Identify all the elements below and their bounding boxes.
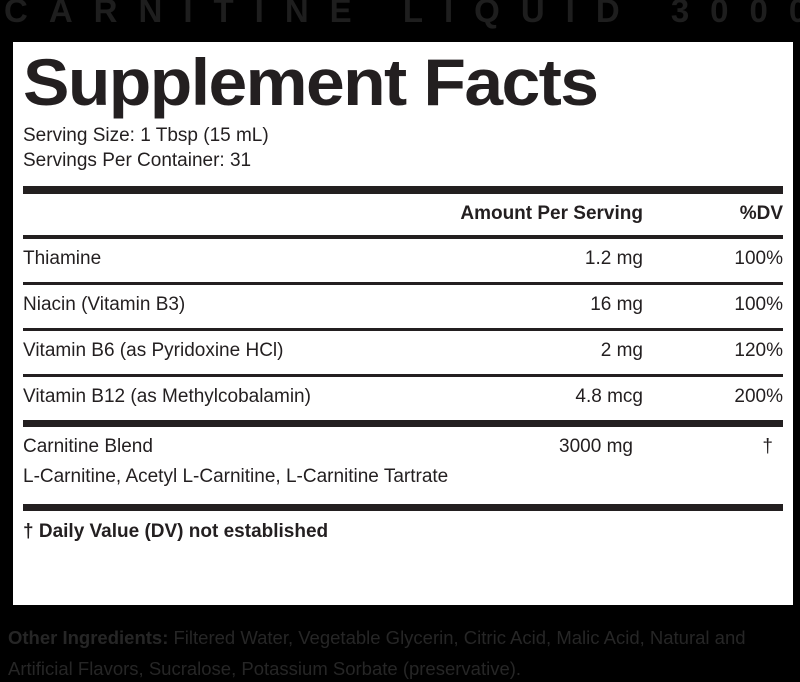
supplement-facts-frame: Supplement Facts Serving Size: 1 Tbsp (1… <box>0 36 800 612</box>
serving-size-text: Serving Size: 1 Tbsp (15 mL) <box>23 125 269 146</box>
nutrient-amount: 2 mg <box>600 340 643 361</box>
nutrient-name: Thiamine <box>23 248 102 269</box>
servings-per-container-text: Servings Per Container: 31 <box>23 150 252 171</box>
nutrient-name: Vitamin B6 (as Pyridoxine HCl) <box>23 340 284 361</box>
other-ingredients-label: Other Ingredients: <box>8 627 169 648</box>
header-cell-amount-per-serving: Amount Per Serving <box>460 203 643 224</box>
supplement-facts-panel: Supplement Facts Serving Size: 1 Tbsp (1… <box>13 42 793 605</box>
product-name-text: CARNITINE LIQUID 3000 <box>4 0 800 29</box>
serving-information: Serving Size: 1 Tbsp (15 mL) Servings Pe… <box>23 123 783 173</box>
nutrient-amount: 16 mg <box>590 294 643 315</box>
daily-value-footnote: † Daily Value (DV) not established <box>23 521 329 542</box>
divider-above-footnote <box>23 504 783 511</box>
header-cell-percent-dv: %DV <box>739 203 783 224</box>
nutrient-dv: 100% <box>734 248 783 269</box>
table-row: Niacin (Vitamin B3) 16 mg 100% <box>23 285 783 328</box>
nutrient-name: Vitamin B12 (as Methylcobalamin) <box>23 386 311 407</box>
nutrient-amount: 1.2 mg <box>584 248 643 269</box>
blend-amount: 3000 mg <box>559 436 633 457</box>
nutrient-dv: 120% <box>734 340 783 361</box>
table-row: Vitamin B6 (as Pyridoxine HCl) 2 mg 120% <box>23 331 783 374</box>
divider-below-header <box>23 235 783 239</box>
product-banner: CARNITINE LIQUID 3000 <box>0 0 800 36</box>
nutrient-name: Niacin (Vitamin B3) <box>23 294 186 315</box>
other-ingredients-text: Filtered Water, Vegetable Glycerin, Citr… <box>8 627 746 679</box>
divider-top-rule <box>23 186 783 194</box>
nutrient-amount: 4.8 mcg <box>575 386 643 407</box>
table-header-row: Amount Per Serving %DV <box>23 194 783 235</box>
row-divider <box>23 374 783 377</box>
nutrient-dv: 200% <box>734 386 783 407</box>
blend-dv-dagger: † <box>762 436 773 457</box>
other-ingredients-block: Other Ingredients: Filtered Water, Veget… <box>8 622 792 682</box>
row-divider <box>23 282 783 285</box>
table-row: Thiamine 1.2 mg 100% <box>23 239 783 282</box>
table-row: Vitamin B12 (as Methylcobalamin) 4.8 mcg… <box>23 377 783 420</box>
blend-sub-ingredients: L-Carnitine, Acetyl L-Carnitine, L-Carni… <box>23 466 449 487</box>
nutrient-dv: 100% <box>734 294 783 315</box>
divider-above-blend <box>23 420 783 427</box>
blend-name: Carnitine Blend <box>23 436 153 457</box>
page-title: Supplement Facts <box>23 45 599 119</box>
row-divider <box>23 328 783 331</box>
table-row-blend: Carnitine Blend 3000 mg † <box>23 427 783 460</box>
